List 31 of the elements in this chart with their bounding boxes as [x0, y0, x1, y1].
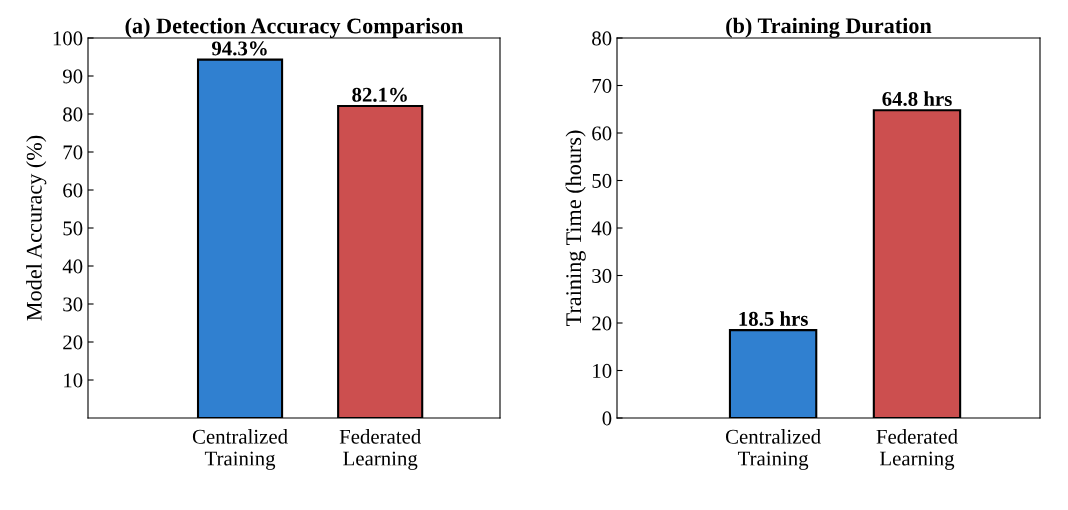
x-tick-label: Federated Learning: [876, 429, 958, 470]
y-tick-label: 90: [62, 69, 83, 84]
y-tick-label: 10: [64, 373, 83, 388]
y-tick-label: 60: [592, 126, 612, 141]
chart-title: (b) Training Duration: [726, 17, 932, 38]
y-tick-label: 50: [592, 173, 612, 188]
y-tick-label: 10: [593, 363, 612, 378]
y-tick-label: 80: [592, 31, 612, 46]
y-tick-label: 50: [63, 221, 83, 236]
y-axis-title: Training Time (hours): [565, 130, 586, 326]
y-tick-label: 60: [63, 183, 83, 198]
data-label: 64.8 hrs: [882, 91, 952, 107]
y-tick-label: 0: [602, 411, 612, 426]
x-tick-label: Centralized Training: [725, 429, 821, 470]
y-tick-label: 30: [592, 268, 612, 283]
chart-title: (a) Detection Accuracy Comparison: [125, 17, 464, 38]
y-tick-label: 20: [592, 316, 612, 331]
y-tick-label: 70: [592, 78, 612, 93]
data-label: 82.1%: [352, 87, 407, 102]
y-tick-label: 100: [53, 31, 83, 46]
data-label: 94.3%: [211, 41, 267, 56]
y-tick-label: 70: [63, 145, 83, 160]
data-label: 18.5 hrs: [739, 311, 808, 326]
y-tick-label: 30: [63, 297, 83, 312]
y-axis-title: Model Accuracy (%): [26, 135, 47, 321]
y-tick-label: 20: [63, 335, 83, 350]
x-tick-label: Federated Learning: [339, 429, 421, 470]
y-tick-label: 80: [63, 107, 83, 122]
y-tick-label: 40: [591, 221, 612, 236]
y-tick-label: 40: [62, 259, 83, 274]
x-tick-label: Centralized Training: [192, 429, 288, 470]
